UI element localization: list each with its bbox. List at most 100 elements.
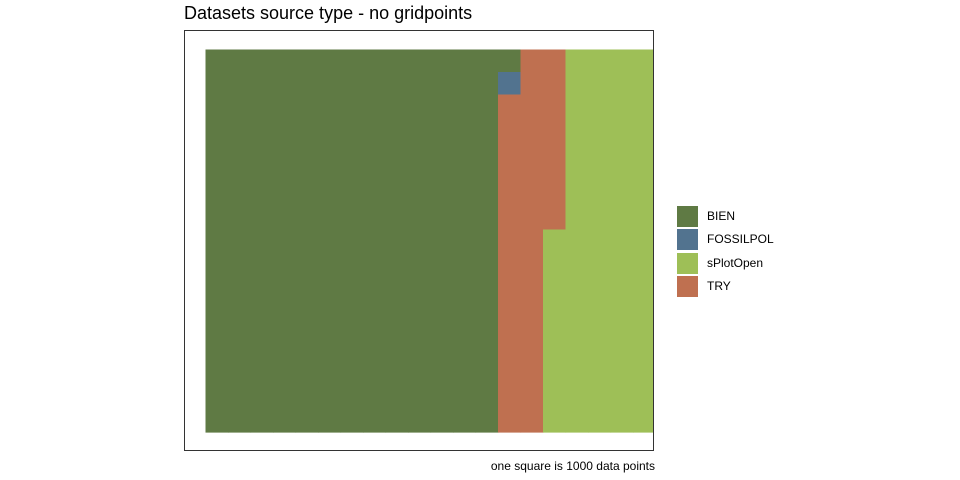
- waffle-square-splotopen: [543, 229, 567, 253]
- waffle-square-bien: [273, 342, 297, 366]
- waffle-square-bien: [453, 387, 477, 411]
- waffle-square-bien: [273, 162, 297, 186]
- waffle-square-bien: [228, 342, 252, 366]
- waffle-square-try: [498, 162, 522, 186]
- waffle-square-fossilpol: [498, 72, 522, 96]
- waffle-square-bien: [453, 342, 477, 366]
- waffle-square-bien: [205, 94, 229, 118]
- waffle-square-splotopen: [588, 49, 612, 73]
- waffle-square-splotopen: [565, 162, 589, 186]
- waffle-square-bien: [295, 229, 319, 253]
- waffle-square-bien: [430, 252, 454, 276]
- waffle-square-bien: [205, 117, 229, 141]
- waffle-square-bien: [340, 252, 364, 276]
- waffle-square-try: [498, 94, 522, 118]
- waffle-square-bien: [340, 229, 364, 253]
- waffle-square-bien: [273, 319, 297, 343]
- waffle-square-try: [520, 207, 544, 231]
- waffle-square-bien: [363, 49, 387, 73]
- waffle-square-bien: [295, 342, 319, 366]
- waffle-square-bien: [430, 319, 454, 343]
- waffle-square-splotopen: [610, 387, 634, 411]
- waffle-square-bien: [318, 252, 342, 276]
- waffle-square-splotopen: [610, 162, 634, 186]
- waffle-square-bien: [295, 387, 319, 411]
- legend-swatch-try: [677, 275, 698, 297]
- waffle-square-bien: [385, 117, 409, 141]
- waffle-square-try: [498, 184, 522, 208]
- waffle-square-bien: [318, 229, 342, 253]
- waffle-square-bien: [363, 342, 387, 366]
- waffle-square-bien: [363, 387, 387, 411]
- waffle-square-bien: [273, 207, 297, 231]
- waffle-square-bien: [273, 184, 297, 208]
- waffle-square-bien: [475, 252, 499, 276]
- waffle-square-bien: [340, 139, 364, 163]
- waffle-square-splotopen: [610, 319, 634, 343]
- waffle-square-bien: [430, 94, 454, 118]
- waffle-square-bien: [205, 184, 229, 208]
- waffle-square-bien: [475, 364, 499, 388]
- waffle-square-bien: [408, 94, 432, 118]
- waffle-square-splotopen: [610, 274, 634, 298]
- waffle-square-bien: [340, 162, 364, 186]
- waffle-square-bien: [205, 364, 229, 388]
- waffle-square-bien: [385, 49, 409, 73]
- waffle-square-bien: [228, 364, 252, 388]
- waffle-square-bien: [363, 229, 387, 253]
- waffle-square-try: [543, 49, 567, 73]
- waffle-square-bien: [475, 117, 499, 141]
- waffle-square-bien: [475, 49, 499, 73]
- waffle-square-bien: [430, 207, 454, 231]
- waffle-square-splotopen: [610, 252, 634, 276]
- waffle-square-bien: [318, 342, 342, 366]
- waffle-square-bien: [295, 409, 319, 433]
- waffle-square-bien: [475, 162, 499, 186]
- waffle-square-bien: [250, 94, 274, 118]
- waffle-square-try: [498, 409, 522, 433]
- waffle-square-splotopen: [588, 229, 612, 253]
- waffle-square-bien: [340, 72, 364, 96]
- waffle-square-bien: [295, 364, 319, 388]
- waffle-square-bien: [340, 387, 364, 411]
- waffle-square-bien: [318, 297, 342, 321]
- waffle-square-bien: [430, 274, 454, 298]
- waffle-square-bien: [408, 207, 432, 231]
- waffle-square-bien: [430, 49, 454, 73]
- waffle-square-try: [543, 184, 567, 208]
- waffle-square-bien: [295, 297, 319, 321]
- waffle-square-bien: [475, 297, 499, 321]
- waffle-square-splotopen: [588, 297, 612, 321]
- waffle-square-splotopen: [565, 364, 589, 388]
- waffle-square-splotopen: [565, 319, 589, 343]
- waffle-square-splotopen: [565, 94, 589, 118]
- waffle-square-bien: [340, 274, 364, 298]
- waffle-square-bien: [385, 252, 409, 276]
- waffle-square-bien: [250, 387, 274, 411]
- waffle-square-splotopen: [565, 274, 589, 298]
- waffle-square-try: [520, 297, 544, 321]
- waffle-square-bien: [498, 49, 522, 73]
- waffle-square-bien: [408, 117, 432, 141]
- waffle-square-try: [520, 72, 544, 96]
- waffle-square-bien: [205, 162, 229, 186]
- waffle-square-bien: [363, 409, 387, 433]
- waffle-square-try: [520, 409, 544, 433]
- waffle-square-splotopen: [543, 252, 567, 276]
- waffle-square-bien: [475, 207, 499, 231]
- waffle-square-bien: [430, 229, 454, 253]
- waffle-square-bien: [318, 49, 342, 73]
- waffle-square-bien: [318, 387, 342, 411]
- waffle-square-splotopen: [565, 342, 589, 366]
- waffle-square-splotopen: [633, 364, 653, 388]
- waffle-square-bien: [250, 184, 274, 208]
- waffle-square-splotopen: [633, 409, 653, 433]
- plot-panel: [184, 30, 654, 451]
- waffle-square-splotopen: [565, 387, 589, 411]
- waffle-square-bien: [385, 184, 409, 208]
- waffle-square-splotopen: [633, 72, 653, 96]
- waffle-square-bien: [228, 94, 252, 118]
- waffle-square-try: [520, 162, 544, 186]
- waffle-square-try: [520, 139, 544, 163]
- waffle-square-bien: [295, 274, 319, 298]
